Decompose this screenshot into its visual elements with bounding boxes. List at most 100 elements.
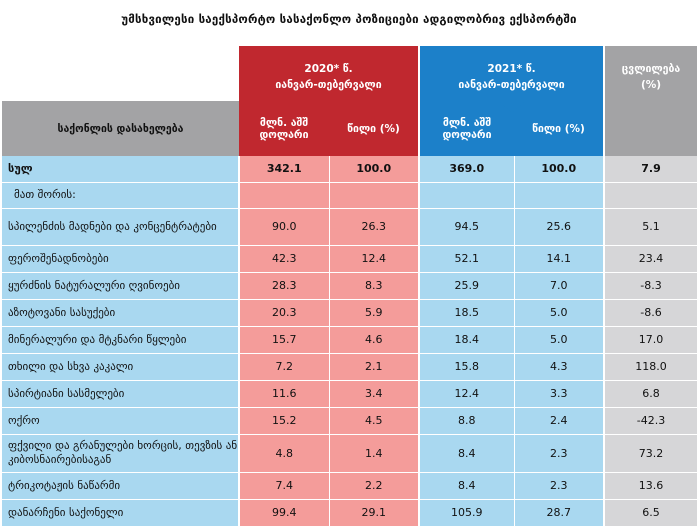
export-table: 2020* წ. იანვარ-თებერვალი 2021* წ. იანვა…	[2, 46, 697, 527]
cell-usd-2020: 7.4	[239, 472, 330, 500]
header-usd-2020-l1: მლნ. აშშ	[259, 116, 309, 129]
cell-change: 6.8	[603, 380, 697, 408]
cell-share-2021: 14.1	[514, 245, 605, 273]
cell-change: 118.0	[603, 353, 697, 381]
cell-change: 23.4	[603, 245, 697, 273]
cell-usd-2020: 20.3	[239, 299, 330, 327]
cell-usd-2020: 342.1	[239, 156, 330, 183]
table-row: თხილი და სხვა კაკალი 7.2 2.1 15.8 4.3 11…	[2, 353, 697, 381]
row-name: სპილენძის მადნები და კონცენტრატები	[2, 208, 240, 246]
header-period-2021: 2021* წ. იანვარ-თებერვალი	[418, 46, 604, 113]
header-change: ცვლილება (%)	[603, 46, 697, 113]
cell-share-2020: 8.3	[329, 272, 420, 300]
row-name: აზოტოვანი სასუქები	[2, 299, 240, 327]
cell-share-2021	[514, 182, 605, 209]
header-corner	[2, 46, 239, 101]
cell-share-2020: 2.1	[329, 353, 420, 381]
header-change-unit: (%)	[640, 78, 662, 91]
cell-share-2021: 2.4	[514, 407, 605, 435]
cell-share-2021: 5.0	[514, 299, 605, 327]
row-name: მათ შორის:	[2, 182, 240, 209]
cell-share-2020: 26.3	[329, 208, 420, 246]
row-name: ოქრო	[2, 407, 240, 435]
header-usd-2021: მლნ. აშშ დოლარი	[418, 101, 514, 156]
cell-share-2020: 29.1	[329, 499, 420, 527]
cell-share-2021: 4.3	[514, 353, 605, 381]
cell-usd-2020	[239, 182, 330, 209]
row-name: დანარჩენი საქონელი	[2, 499, 240, 527]
cell-share-2020: 100.0	[329, 156, 420, 183]
header-months-2020: იანვარ-თებერვალი	[275, 78, 382, 91]
cell-share-2021: 2.3	[514, 434, 605, 473]
cell-usd-2021: 8.4	[418, 434, 515, 473]
cell-share-2021: 28.7	[514, 499, 605, 527]
cell-change: 7.9	[603, 156, 697, 183]
cell-share-2021: 2.3	[514, 472, 605, 500]
cell-usd-2020: 28.3	[239, 272, 330, 300]
row-name: ტრიკოტაჟის ნაწარმი	[2, 472, 240, 500]
header-period-2020: 2020* წ. იანვარ-თებერვალი	[239, 46, 419, 113]
cell-change: 6.5	[603, 499, 697, 527]
cell-usd-2021: 18.4	[418, 326, 515, 354]
row-name: თხილი და სხვა კაკალი	[2, 353, 240, 381]
cell-share-2020: 12.4	[329, 245, 420, 273]
header-months-2021: იანვარ-თებერვალი	[458, 78, 565, 91]
cell-usd-2020: 11.6	[239, 380, 330, 408]
cell-usd-2021: 15.8	[418, 353, 515, 381]
table-row: აზოტოვანი სასუქები 20.3 5.9 18.5 5.0 -8.…	[2, 299, 697, 327]
cell-change: 13.6	[603, 472, 697, 500]
table-row-total: სულ 342.1 100.0 369.0 100.0 7.9	[2, 156, 697, 183]
cell-change	[603, 182, 697, 209]
cell-share-2020: 3.4	[329, 380, 420, 408]
header-year-2021: 2021* წ.	[487, 62, 536, 75]
cell-usd-2021: 12.4	[418, 380, 515, 408]
table-row: სპირტიანი სასმელები 11.6 3.4 12.4 3.3 6.…	[2, 380, 697, 408]
table-row: სპილენძის მადნები და კონცენტრატები 90.0 …	[2, 208, 697, 246]
cell-share-2020: 2.2	[329, 472, 420, 500]
header-usd-2021-l2: დოლარი	[442, 128, 492, 141]
header-arrow-change	[638, 101, 664, 113]
cell-usd-2021: 52.1	[418, 245, 515, 273]
cell-share-2020: 4.5	[329, 407, 420, 435]
row-name: სპირტიანი სასმელები	[2, 380, 240, 408]
row-name: ყურძნის ნატურალური ღვინოები	[2, 272, 240, 300]
header-category: საქონლის დასახელება	[2, 101, 239, 156]
cell-usd-2020: 90.0	[239, 208, 330, 246]
header-arrow-2020	[315, 101, 342, 113]
cell-usd-2020: 99.4	[239, 499, 330, 527]
table-row: მინერალური და მტკნარი წყლები 15.7 4.6 18…	[2, 326, 697, 354]
cell-usd-2020: 15.7	[239, 326, 330, 354]
cell-usd-2021	[418, 182, 515, 209]
cell-share-2020	[329, 182, 420, 209]
cell-usd-2020: 15.2	[239, 407, 330, 435]
table-row: ტრიკოტაჟის ნაწარმი 7.4 2.2 8.4 2.3 13.6	[2, 472, 697, 500]
cell-usd-2021: 8.4	[418, 472, 515, 500]
header-share-2021: წილი (%)	[514, 101, 604, 156]
cell-change: 5.1	[603, 208, 697, 246]
cell-share-2021: 3.3	[514, 380, 605, 408]
header-share-2020: წილი (%)	[329, 101, 419, 156]
cell-usd-2021: 94.5	[418, 208, 515, 246]
row-name: ფქვილი და გრანულები ხორცის, თევზის ან კი…	[2, 434, 240, 473]
cell-usd-2021: 105.9	[418, 499, 515, 527]
table-row: ოქრო 15.2 4.5 8.8 2.4 -42.3	[2, 407, 697, 435]
cell-share-2020: 4.6	[329, 326, 420, 354]
cell-change: 17.0	[603, 326, 697, 354]
cell-usd-2020: 42.3	[239, 245, 330, 273]
cell-usd-2021: 369.0	[418, 156, 515, 183]
table-row: ყურძნის ნატურალური ღვინოები 28.3 8.3 25.…	[2, 272, 697, 300]
table-row: მათ შორის:	[2, 182, 697, 209]
header-usd-2020: მლნ. აშშ დოლარი	[239, 101, 329, 156]
cell-share-2021: 100.0	[514, 156, 605, 183]
cell-share-2020: 5.9	[329, 299, 420, 327]
header-usd-2021-l1: მლნ. აშშ	[442, 116, 492, 129]
cell-usd-2020: 7.2	[239, 353, 330, 381]
table-row: ფქვილი და გრანულები ხორცის, თევზის ან კი…	[2, 434, 697, 473]
cell-usd-2021: 25.9	[418, 272, 515, 300]
cell-change: -42.3	[603, 407, 697, 435]
header-arrow-2021	[498, 101, 525, 113]
cell-usd-2021: 8.8	[418, 407, 515, 435]
cell-share-2021: 7.0	[514, 272, 605, 300]
page-title: უმსხვილესი საექსპორტო სასაქონლო პოზიციებ…	[121, 12, 577, 26]
cell-change: -8.3	[603, 272, 697, 300]
